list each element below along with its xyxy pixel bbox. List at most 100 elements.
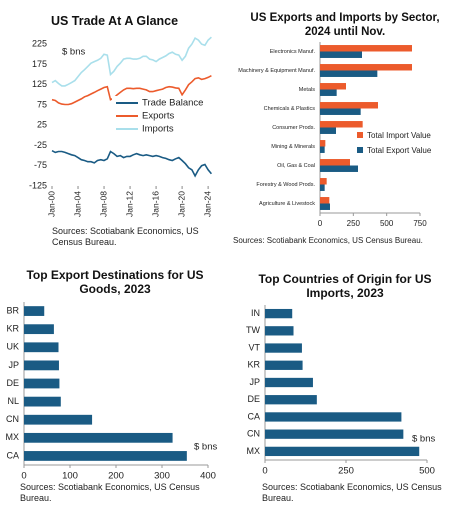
x-tick-label: 250 [338, 466, 354, 477]
category-label: DE [247, 394, 260, 404]
y-tick-label: -25 [34, 140, 47, 150]
x-tick-label: 400 [200, 471, 216, 482]
legend-label: Trade Balance [142, 98, 203, 109]
bar [320, 64, 412, 71]
category-label: KR [6, 324, 19, 334]
source-note: Sources: Scotiabank Economics, US Census… [52, 226, 199, 247]
category-label: CN [6, 414, 19, 424]
source-note: Sources: Scotiabank Economics, US Census… [233, 236, 423, 245]
category-label: DE [6, 378, 19, 388]
category-label: CA [247, 411, 260, 421]
bar [320, 159, 350, 166]
category-label: Chemicals & Plastics [264, 106, 316, 112]
legend-label: Total Export Value [367, 146, 432, 155]
x-tick-label: 0 [262, 466, 267, 477]
category-label: Electronics Manuf. [270, 49, 316, 55]
x-tick-label: 0 [318, 219, 323, 228]
x-tick-label: 250 [347, 219, 361, 228]
y-tick-label: 175 [32, 59, 47, 69]
legend-label: Total Import Value [367, 131, 431, 140]
x-tick-label: Jan-04 [72, 191, 82, 217]
category-label: CN [247, 429, 260, 439]
category-label: MX [6, 432, 20, 442]
category-label: UK [6, 342, 19, 352]
bar [24, 324, 54, 335]
legend: Total Import Value Total Export Value [357, 131, 432, 161]
bar [320, 51, 362, 58]
x-tick-label: 0 [21, 471, 26, 482]
bar [265, 326, 294, 336]
chart-title: Top Countries of Origin for US Imports, … [258, 272, 432, 301]
category-label: Metals [299, 87, 315, 93]
chart-title: Top Export Destinations for US Goods, 20… [26, 268, 204, 297]
category-label: KR [247, 360, 260, 370]
y-tick-label: -75 [34, 160, 47, 170]
bar [320, 83, 346, 90]
x-tick-label: Jan-00 [46, 191, 56, 217]
x-tick-label: 200 [108, 471, 124, 482]
annotation: $ bns [412, 434, 435, 445]
x-tick-label: Jan-24 [202, 191, 212, 217]
x-tick-label: 100 [62, 471, 78, 482]
annotation: $ bns [62, 47, 85, 58]
x-tick-label: 500 [419, 466, 435, 477]
y-tick-label: 75 [37, 99, 47, 109]
bar [24, 378, 60, 389]
bar [320, 108, 361, 115]
bar [24, 342, 59, 353]
bar [265, 360, 303, 370]
bar [265, 395, 317, 405]
legend-label: Imports [142, 124, 174, 135]
bar [320, 146, 325, 153]
category-label: MX [247, 446, 261, 456]
bar [265, 412, 402, 422]
bar [320, 203, 330, 210]
bar [24, 414, 93, 425]
bar [320, 165, 358, 172]
y-tick-label: -125 [29, 180, 47, 190]
category-label: Agriculture & Livestock [259, 201, 315, 207]
annotation: $ bns [194, 442, 217, 453]
category-label: IN [251, 308, 260, 318]
bar [320, 184, 325, 191]
category-label: NL [7, 396, 19, 406]
legend-swatch [357, 132, 363, 138]
category-label: Forestry & Wood Prods. [256, 182, 315, 188]
source-note: Sources: Scotiabank Economics, US Census… [262, 482, 442, 503]
chart-title: US Exports and Imports by Sector, 2024 u… [250, 12, 440, 38]
x-tick-label: Jan-16 [150, 191, 160, 217]
x-tick-label: 750 [413, 219, 427, 228]
bar [265, 429, 404, 439]
bar [24, 306, 45, 316]
y-tick-label: 125 [32, 79, 47, 89]
bar [24, 451, 187, 461]
bar [265, 446, 420, 457]
legend-label: Exports [142, 111, 174, 122]
bar [265, 308, 293, 319]
y-tick-label: 25 [37, 120, 47, 130]
chart-title: US Trade At A Glance [50, 14, 179, 28]
series-line [51, 74, 212, 106]
category-label: JP [249, 377, 260, 387]
series-line [51, 149, 213, 178]
x-tick-label: Jan-12 [124, 191, 134, 217]
bar [24, 432, 173, 443]
x-tick-label: 300 [154, 471, 170, 482]
category-label: Oil, Gas & Coal [277, 163, 315, 169]
bar [265, 377, 313, 388]
x-tick-label: Jan-20 [176, 191, 186, 217]
source-note: Sources: Scotiabank Economics, US Census… [20, 482, 200, 503]
y-tick-label: 225 [32, 39, 47, 49]
legend-item: Total Export Value [357, 146, 432, 158]
bar [320, 89, 337, 96]
category-label: JP [8, 360, 19, 370]
bar [24, 360, 59, 371]
bar [320, 197, 330, 204]
bar [320, 127, 336, 134]
bar [265, 343, 302, 353]
series-line [51, 36, 212, 87]
bar [320, 102, 378, 109]
category-label: Consumer Prods. [272, 125, 315, 131]
category-label: BR [6, 305, 19, 315]
